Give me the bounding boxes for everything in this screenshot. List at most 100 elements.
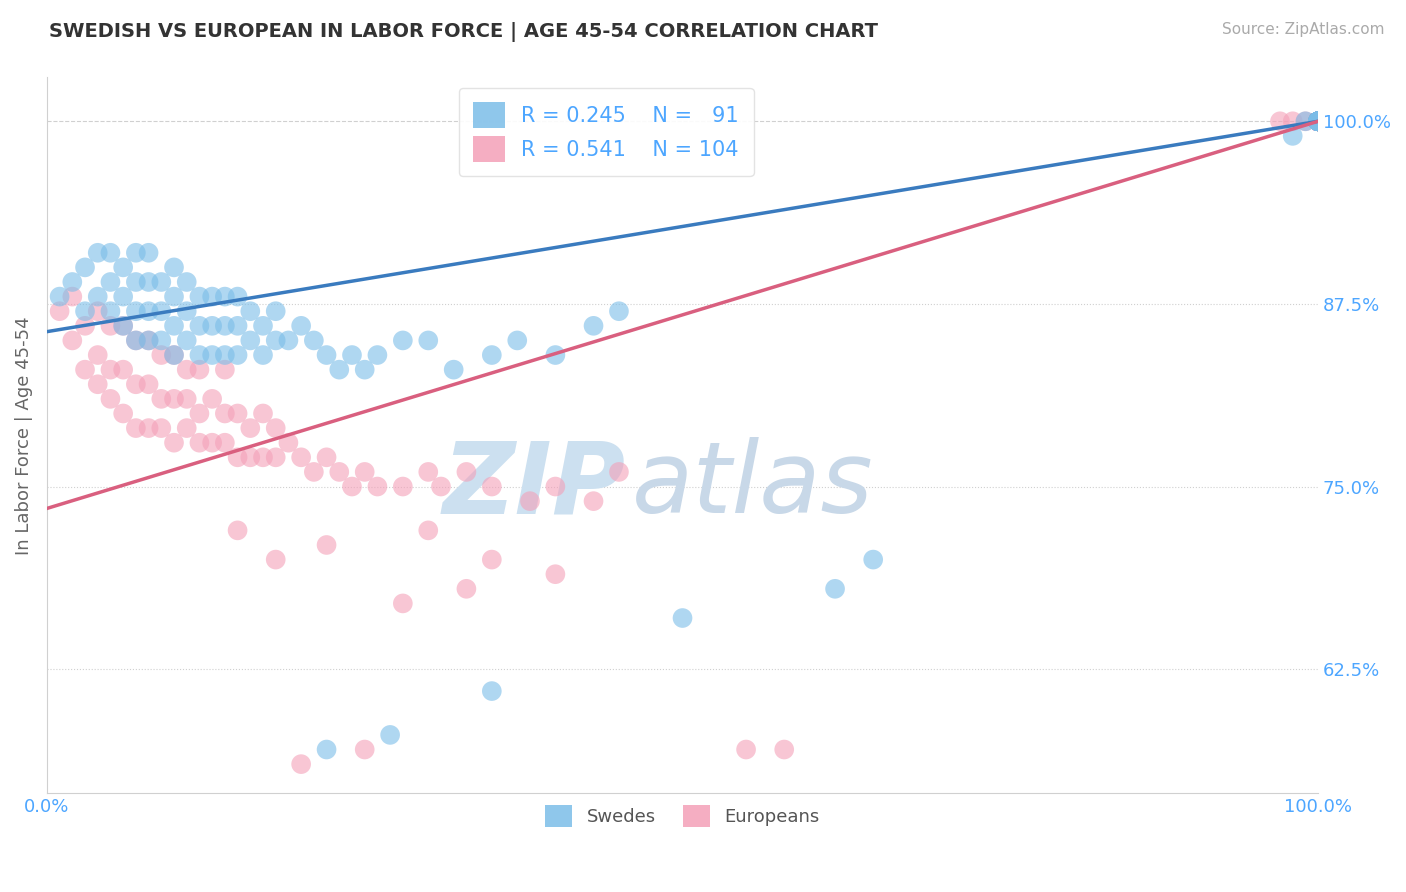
Point	[226, 407, 249, 421]
Point	[1308, 114, 1330, 128]
Point	[150, 334, 173, 348]
Point	[277, 435, 299, 450]
Point	[264, 334, 287, 348]
Point	[1308, 114, 1330, 128]
Point	[315, 348, 337, 362]
Point	[506, 334, 529, 348]
Point	[1308, 114, 1330, 128]
Point	[252, 407, 274, 421]
Point	[252, 348, 274, 362]
Point	[481, 348, 503, 362]
Point	[1308, 114, 1330, 128]
Point	[1308, 114, 1330, 128]
Point	[138, 421, 160, 435]
Point	[188, 348, 211, 362]
Point	[544, 348, 567, 362]
Point	[1308, 114, 1330, 128]
Point	[60, 275, 83, 289]
Point	[1308, 114, 1330, 128]
Point	[315, 538, 337, 552]
Point	[340, 479, 363, 493]
Point	[481, 479, 503, 493]
Point	[1281, 128, 1303, 143]
Point	[1308, 114, 1330, 128]
Point	[1294, 114, 1316, 128]
Point	[226, 348, 249, 362]
Point	[456, 465, 478, 479]
Point	[735, 742, 758, 756]
Point	[100, 392, 122, 406]
Point	[239, 421, 262, 435]
Point	[226, 290, 249, 304]
Point	[188, 290, 211, 304]
Point	[1308, 114, 1330, 128]
Point	[214, 318, 236, 333]
Point	[277, 334, 299, 348]
Point	[188, 435, 211, 450]
Point	[188, 407, 211, 421]
Point	[1308, 114, 1330, 128]
Point	[112, 407, 135, 421]
Point	[188, 318, 211, 333]
Point	[353, 465, 375, 479]
Point	[773, 742, 796, 756]
Point	[1308, 114, 1330, 128]
Point	[176, 334, 198, 348]
Point	[392, 596, 415, 610]
Point	[150, 421, 173, 435]
Point	[302, 465, 325, 479]
Point	[201, 290, 224, 304]
Point	[214, 362, 236, 376]
Point	[1308, 114, 1330, 128]
Point	[264, 552, 287, 566]
Point	[201, 435, 224, 450]
Point	[48, 290, 70, 304]
Point	[366, 479, 388, 493]
Point	[1308, 114, 1330, 128]
Point	[1308, 114, 1330, 128]
Point	[290, 450, 312, 465]
Point	[214, 348, 236, 362]
Point	[60, 290, 83, 304]
Point	[1308, 114, 1330, 128]
Point	[582, 494, 605, 508]
Point	[112, 362, 135, 376]
Point	[125, 304, 148, 318]
Point	[1268, 114, 1291, 128]
Point	[1308, 114, 1330, 128]
Point	[862, 552, 884, 566]
Point	[1308, 114, 1330, 128]
Point	[252, 450, 274, 465]
Point	[1308, 114, 1330, 128]
Point	[1308, 114, 1330, 128]
Point	[163, 318, 186, 333]
Point	[87, 245, 110, 260]
Point	[226, 450, 249, 465]
Point	[290, 757, 312, 772]
Point	[112, 318, 135, 333]
Point	[1308, 114, 1330, 128]
Point	[1308, 114, 1330, 128]
Point	[1308, 114, 1330, 128]
Point	[125, 334, 148, 348]
Text: Source: ZipAtlas.com: Source: ZipAtlas.com	[1222, 22, 1385, 37]
Point	[150, 348, 173, 362]
Legend: Swedes, Europeans: Swedes, Europeans	[538, 798, 827, 834]
Text: SWEDISH VS EUROPEAN IN LABOR FORCE | AGE 45-54 CORRELATION CHART: SWEDISH VS EUROPEAN IN LABOR FORCE | AGE…	[49, 22, 879, 42]
Point	[226, 524, 249, 538]
Point	[125, 421, 148, 435]
Point	[125, 377, 148, 392]
Point	[481, 684, 503, 698]
Point	[73, 304, 96, 318]
Point	[1308, 114, 1330, 128]
Point	[73, 318, 96, 333]
Point	[302, 334, 325, 348]
Point	[201, 392, 224, 406]
Point	[176, 304, 198, 318]
Point	[100, 318, 122, 333]
Point	[73, 362, 96, 376]
Point	[87, 290, 110, 304]
Point	[1308, 114, 1330, 128]
Point	[252, 318, 274, 333]
Point	[112, 318, 135, 333]
